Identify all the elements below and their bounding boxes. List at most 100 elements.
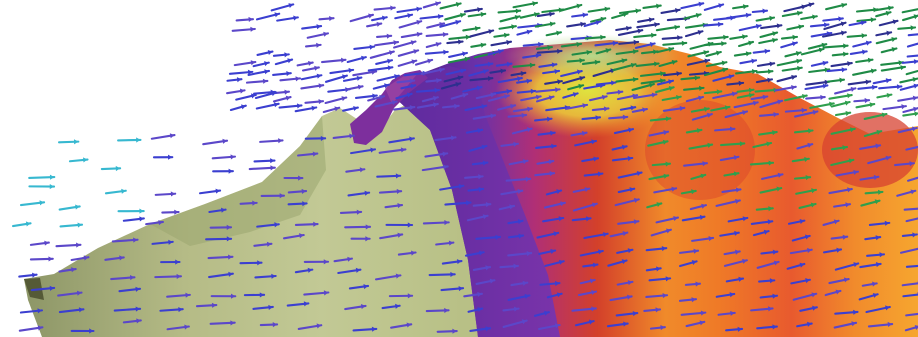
- flow-arrow: [259, 322, 279, 328]
- flow-arrow: [435, 240, 455, 246]
- flow-arrow: [324, 96, 348, 105]
- flow-arrow: [545, 30, 562, 37]
- flow-arrow: [615, 49, 639, 55]
- flow-arrow: [104, 255, 125, 261]
- flow-arrow: [512, 62, 536, 68]
- flow-arrow: [198, 188, 222, 195]
- flow-arrow: [648, 276, 672, 282]
- flow-arrow: [421, 164, 449, 172]
- flow-arrow: [58, 204, 81, 211]
- flow-arrow: [566, 58, 585, 64]
- flow-arrow: [683, 13, 702, 20]
- flow-arrow: [502, 319, 528, 328]
- flow-arrow: [462, 85, 483, 93]
- flow-arrow: [337, 267, 362, 275]
- flow-arrow: [396, 78, 416, 84]
- flow-arrow: [301, 24, 323, 30]
- flow-arrow: [212, 168, 234, 174]
- flow-arrow: [899, 83, 918, 91]
- flow-arrow: [500, 141, 519, 147]
- flow-arrow: [685, 128, 703, 134]
- flow-arrow: [587, 6, 611, 13]
- flow-arrow: [352, 326, 378, 332]
- flow-arrow: [873, 5, 894, 12]
- flow-arrow: [901, 59, 918, 65]
- flow-arrow: [390, 322, 413, 329]
- flow-arrow: [833, 321, 858, 329]
- flow-arrow: [448, 34, 472, 40]
- flow-arrow: [688, 142, 714, 150]
- flow-arrow: [393, 105, 416, 111]
- flow-arrow: [534, 21, 556, 28]
- flow-arrow: [425, 307, 450, 314]
- flow-arrow: [655, 24, 681, 32]
- flow-arrow: [616, 248, 634, 254]
- flow-arrow: [591, 106, 610, 112]
- flow-arrow: [538, 323, 561, 331]
- flow-arrow: [727, 216, 749, 223]
- flow-arrow: [683, 85, 705, 91]
- flow-arrow: [542, 68, 561, 75]
- flow-arrow: [18, 325, 44, 332]
- flow-arrow: [150, 133, 176, 140]
- flow-arrow: [853, 97, 871, 104]
- flow-arrow: [690, 106, 710, 113]
- flow-arrow: [208, 207, 227, 214]
- flow-arrow: [538, 248, 557, 255]
- flow-arrow: [202, 138, 229, 146]
- flow-arrow: [758, 37, 778, 45]
- flow-arrow: [904, 325, 918, 332]
- flow-arrow: [369, 50, 395, 59]
- flow-arrow: [342, 105, 359, 112]
- flow-arrow: [422, 219, 450, 226]
- flow-arrow: [374, 273, 402, 281]
- flow-arrow: [584, 34, 606, 40]
- flow-arrow: [781, 10, 803, 18]
- flow-arrow: [618, 39, 640, 45]
- flow-arrow: [691, 235, 715, 242]
- flow-arrow: [643, 307, 662, 313]
- flow-arrow: [784, 107, 808, 113]
- flow-arrow: [635, 61, 660, 68]
- flow-arrow: [300, 73, 323, 81]
- flow-arrow: [715, 292, 736, 298]
- flow-arrow: [468, 144, 488, 152]
- flow-arrow: [296, 60, 314, 67]
- flow-arrow: [466, 214, 489, 222]
- flow-arrow: [705, 60, 728, 68]
- flow-arrow: [371, 15, 388, 22]
- flow-arrow: [685, 320, 706, 328]
- flow-arrow: [306, 31, 329, 39]
- flow-arrow: [847, 79, 872, 86]
- flow-arrow: [577, 289, 598, 297]
- flow-arrow: [29, 256, 54, 262]
- flow-arrow: [863, 112, 888, 120]
- flow-arrow: [878, 19, 899, 27]
- flow-arrow: [464, 104, 488, 112]
- flow-arrow: [852, 68, 877, 76]
- flow-arrow: [639, 71, 666, 77]
- flow-arrow: [562, 92, 579, 99]
- magenta-overhang: [350, 70, 428, 145]
- flow-arrow: [381, 303, 401, 310]
- flow-arrow: [18, 272, 38, 278]
- flow-arrow: [512, 106, 533, 113]
- flow-arrow: [442, 103, 460, 109]
- flow-arrow: [581, 59, 601, 65]
- flow-arrow: [738, 23, 762, 32]
- flow-arrow: [374, 40, 400, 47]
- flow-arrow: [880, 60, 905, 66]
- flow-arrow: [492, 88, 513, 95]
- flow-arrow: [760, 249, 779, 255]
- flow-arrow: [859, 143, 882, 150]
- flow-arrow: [272, 52, 290, 58]
- flow-arrow: [378, 147, 407, 154]
- flow-arrow: [739, 58, 758, 65]
- flow-arrow: [687, 50, 710, 58]
- flow-arrow: [822, 247, 843, 254]
- flow-arrow: [235, 93, 257, 101]
- flow-arrow: [118, 286, 142, 293]
- flow-arrow: [160, 259, 181, 265]
- flow-arrow: [715, 198, 741, 207]
- flow-arrow: [798, 202, 817, 209]
